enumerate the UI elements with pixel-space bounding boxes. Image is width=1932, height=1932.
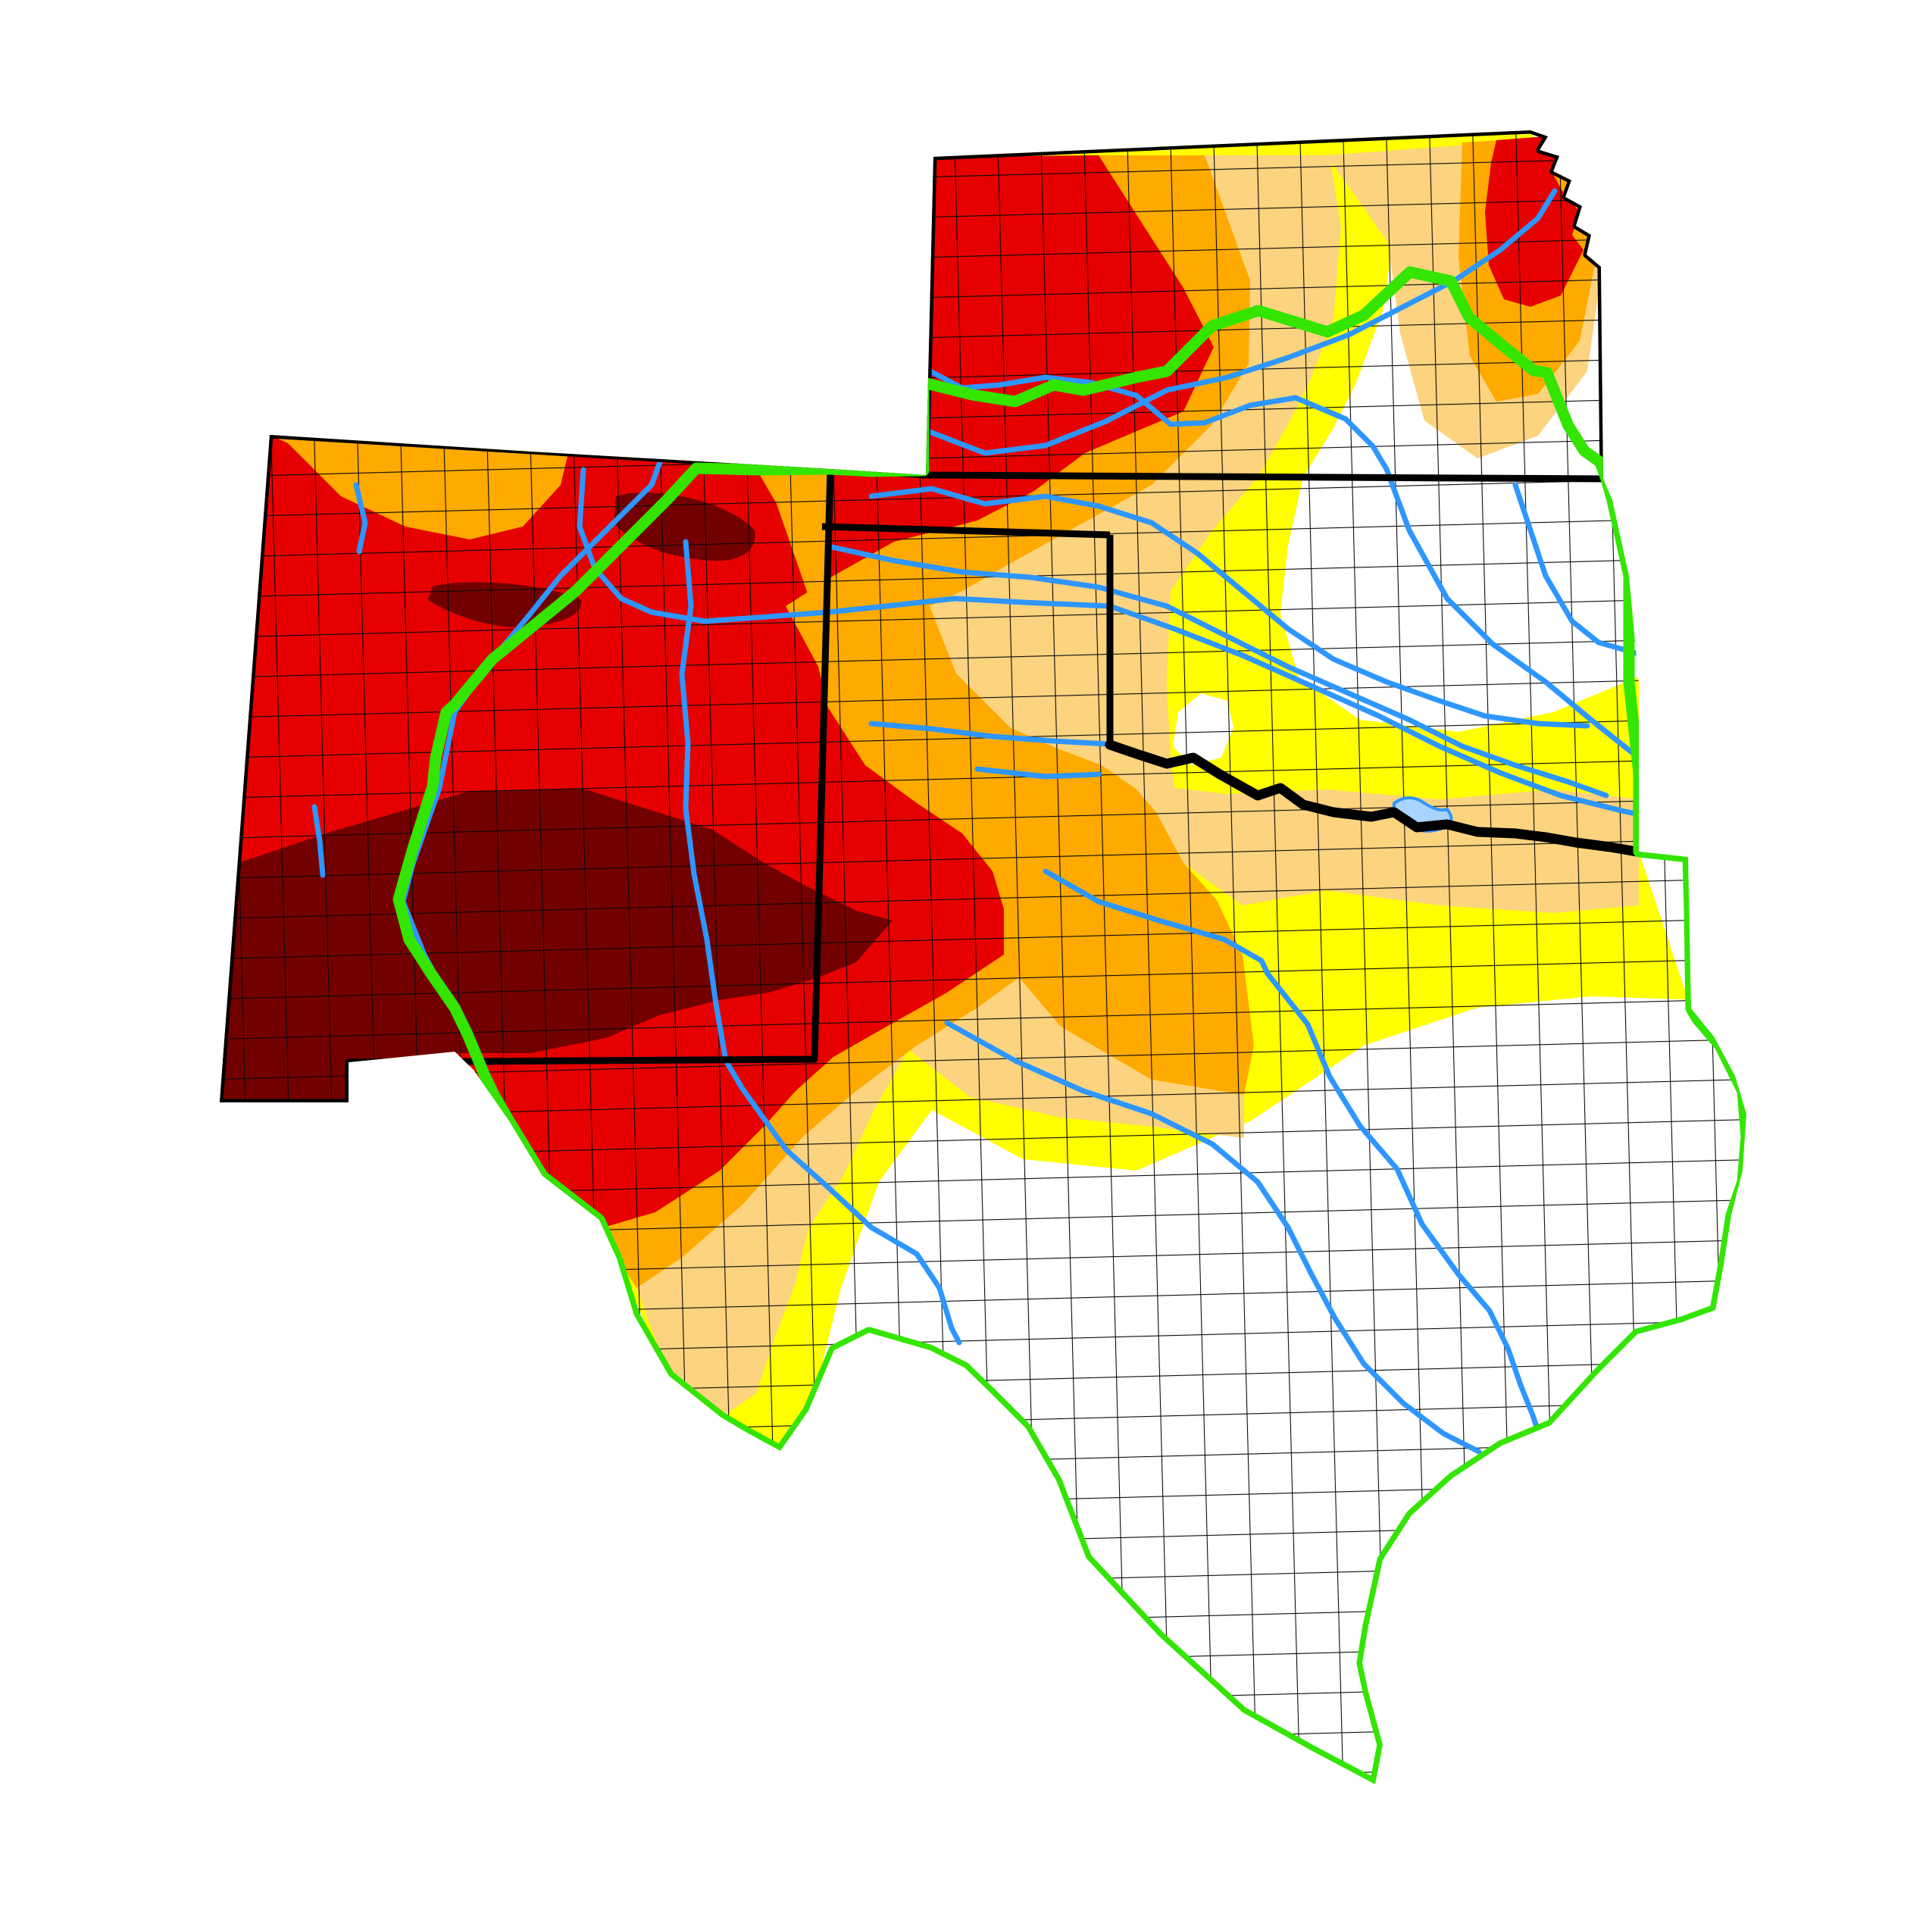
canadian-river — [577, 467, 1642, 818]
arkansas-river — [923, 366, 1642, 761]
salt-fork-red-river — [974, 766, 1102, 780]
prairie-dog-town-fork — [868, 721, 1111, 747]
chama-headwater — [353, 482, 368, 555]
red-river-state-border — [1105, 739, 1642, 857]
cimarron-river — [868, 486, 1590, 729]
kansas-border — [922, 130, 1607, 483]
north-canadian-river — [829, 544, 1609, 799]
rivers-layer — [311, 188, 1642, 1455]
west-new-mexico-stream — [311, 804, 326, 878]
verdigris-river — [1512, 482, 1642, 657]
brazos-river — [1043, 868, 1547, 1452]
kansas-smoky-hill-river — [923, 188, 1558, 456]
texas-panhandle-north-border — [821, 523, 1111, 539]
basin-boundary — [392, 266, 1746, 1784]
colorado-river-texas — [944, 1020, 1482, 1455]
